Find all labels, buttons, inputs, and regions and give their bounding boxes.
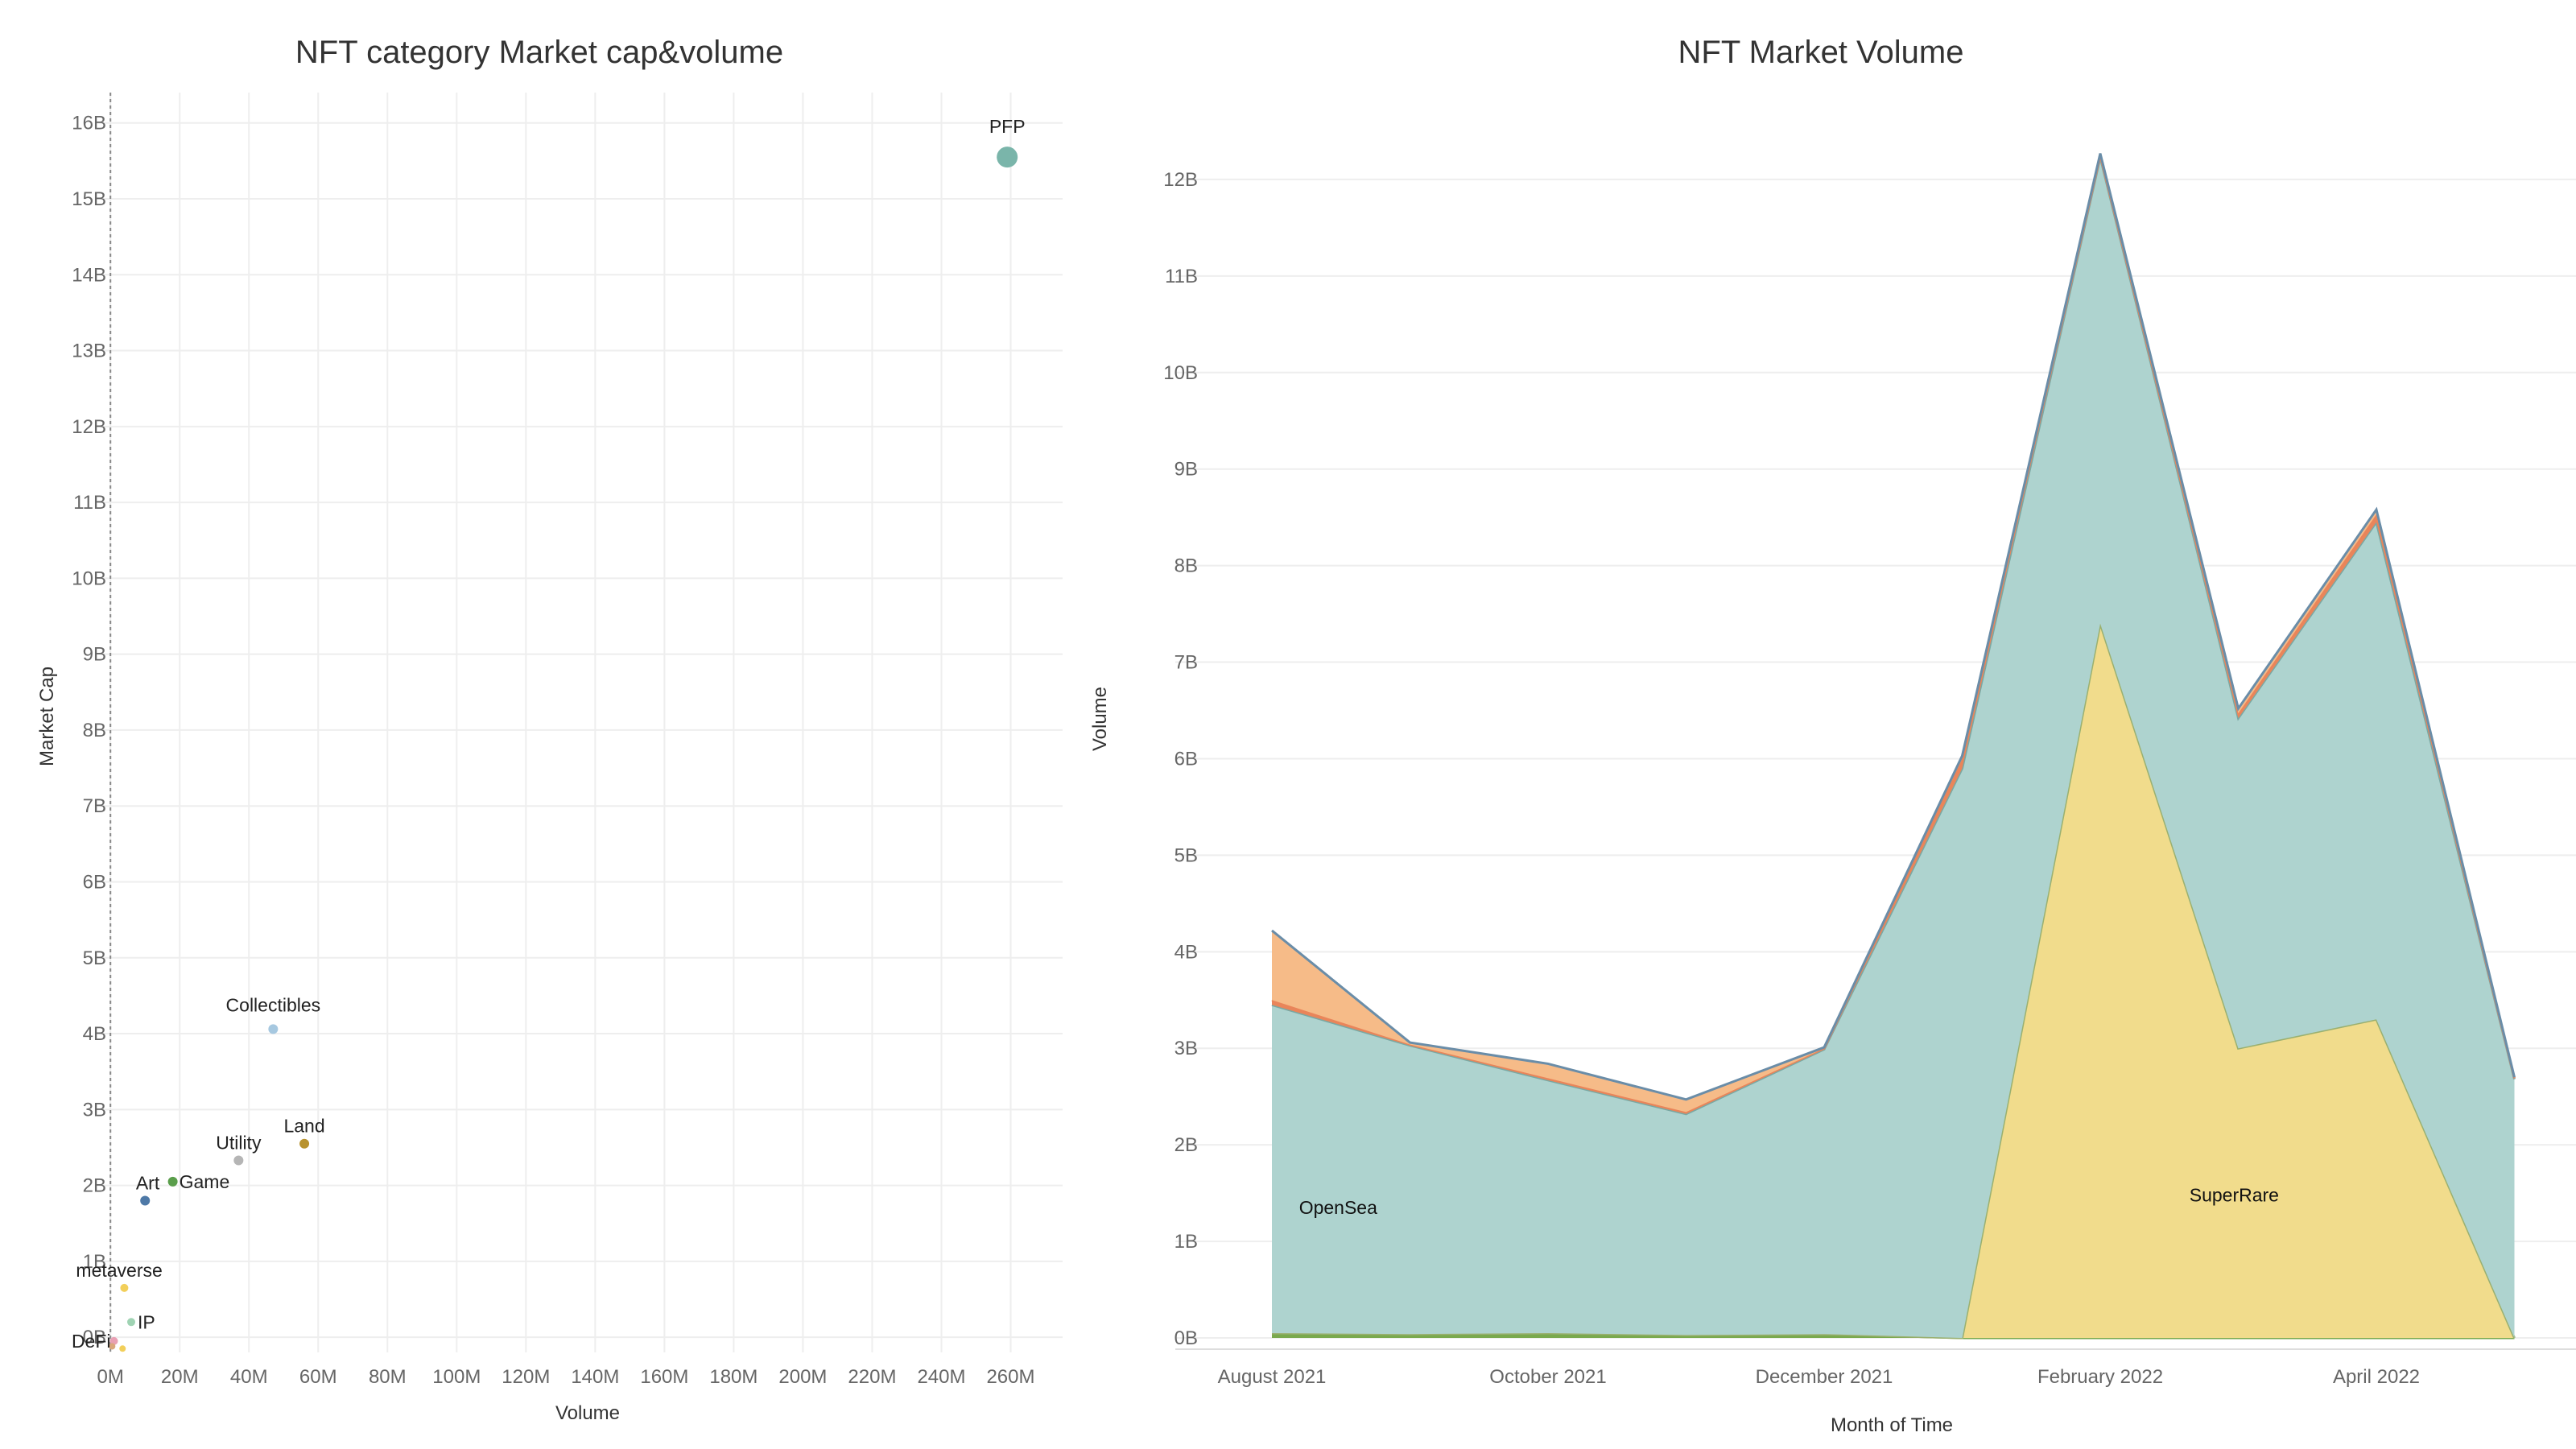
scatter-x-tick-label: 0M (97, 1366, 124, 1388)
scatter-point (233, 1155, 244, 1166)
scatter-point-label: IP (138, 1311, 155, 1332)
area-y-tick-label: 8B (1174, 555, 1198, 577)
scatter-y-tick-label: 7B (83, 795, 106, 817)
scatter-title: NFT category Market cap&volume (295, 35, 783, 70)
area-y-tick-label: 6B (1174, 748, 1198, 770)
scatter-x-tick-label: 240M (917, 1366, 965, 1388)
area-x-ticks: August 2021 October 2021 December 2021 Febr… (1218, 1366, 2420, 1388)
scatter-x-tick-label: 180M (709, 1366, 758, 1388)
scatter-point-label: PFP (989, 116, 1026, 137)
scatter-y-tick-label: 15B (72, 188, 106, 210)
scatter-point (120, 1283, 129, 1292)
area-y-tick-label: 12B (1163, 169, 1198, 191)
scatter-y-ticks: 0B 1B 2B 3B 4B 5B 6B 7B 8B 9B 10B 11B 12B 13B 14B 15B 16… (72, 113, 106, 1348)
scatter-x-tick-label: 120M (502, 1366, 550, 1388)
scatter-point (167, 1176, 178, 1187)
scatter-y-tick-label: 9B (83, 644, 106, 666)
area-y-tick-label: 4B (1174, 941, 1198, 963)
scatter-point (109, 1336, 118, 1345)
area-y-tick-label: 1B (1174, 1231, 1198, 1253)
area-y-tick-label: 9B (1174, 459, 1198, 481)
area-x-tick-label: December 2021 (1756, 1366, 1893, 1388)
area-series-label: OpenSea (1299, 1197, 1377, 1218)
scatter-point (109, 1343, 116, 1350)
scatter-point (140, 1195, 151, 1206)
scatter-point (268, 1024, 279, 1034)
scatter-y-tick-label: 4B (83, 1023, 106, 1045)
area-series-label: SuperRare (2190, 1185, 2279, 1206)
scatter-point (119, 1345, 126, 1352)
scatter-x-tick-label: 60M (299, 1366, 337, 1388)
scatter-x-tick-label: 80M (369, 1366, 407, 1388)
scatter-x-tick-label: 100M (432, 1366, 481, 1388)
area-series (1271, 153, 2516, 1340)
scatter-x-axis-title: Volume (555, 1402, 620, 1424)
area-x-tick-label: August 2021 (1218, 1366, 1327, 1388)
scatter-x-tick-label: 40M (230, 1366, 268, 1388)
scatter-point-label: Land (283, 1116, 324, 1137)
scatter-y-axis-title: Market Cap (36, 667, 58, 766)
area-labels: OpenSea SuperRare (1299, 1185, 2279, 1219)
area-y-axis-title: Volume (1089, 687, 1111, 751)
scatter-point (997, 147, 1018, 168)
scatter-y-tick-label: 12B (72, 416, 106, 438)
area-series-line (1271, 153, 2516, 1101)
scatter-point-label: Utility (216, 1132, 262, 1153)
area-x-axis-title: Month of Time (1831, 1414, 1953, 1436)
area-y-tick-label: 3B (1174, 1038, 1198, 1059)
area-y-tick-label: 10B (1163, 362, 1198, 384)
scatter-point-label: Art (136, 1172, 160, 1193)
scatter-point (127, 1318, 136, 1327)
area-series-fill (1272, 157, 2515, 1339)
area-chart: NFT Market Volume 0B 1B 2B 3B 4B 5B 6B 7B 8B 9B 10… (1089, 35, 2576, 1436)
scatter-y-tick-label: 6B (83, 871, 106, 893)
area-x-tick-label: February 2022 (2037, 1366, 2163, 1388)
area-y-ticks: 0B 1B 2B 3B 4B 5B 6B 7B 8B 9B 10B 11B 12B (1163, 169, 1198, 1349)
area-series-fill (1272, 623, 2515, 1339)
scatter-y-tick-label: 5B (83, 947, 106, 969)
scatter-point-labels: PFP Collectibles Land Utility Game Art metaver… (72, 116, 1026, 1352)
scatter-y-tick-label: 0B (83, 1327, 106, 1348)
area-y-tick-label: 2B (1174, 1134, 1198, 1156)
scatter-point-label: Game (180, 1171, 230, 1192)
scatter-x-tick-label: 140M (571, 1366, 619, 1388)
scatter-x-tick-label: 220M (848, 1366, 896, 1388)
scatter-x-tick-label: 20M (161, 1366, 199, 1388)
scatter-y-tick-label: 14B (72, 264, 106, 286)
scatter-y-tick-label: 10B (72, 568, 106, 589)
scatter-x-tick-label: 260M (986, 1366, 1034, 1388)
scatter-y-tick-label: 2B (83, 1175, 106, 1197)
scatter-y-tick-label: 13B (72, 341, 106, 362)
scatter-x-tick-label: 160M (640, 1366, 688, 1388)
area-y-tick-label: 0B (1174, 1327, 1198, 1349)
scatter-point-label: Collectibles (226, 994, 321, 1015)
scatter-y-tick-label: 8B (83, 720, 106, 741)
scatter-x-ticks: 0M 20M 40M 60M 80M 100M 120M 140M 160M 180M 200M 22… (97, 1366, 1035, 1388)
scatter-y-tick-label: 11B (73, 492, 106, 514)
area-title: NFT Market Volume (1678, 35, 1964, 70)
scatter-y-tick-label: 16B (72, 113, 106, 134)
area-y-tick-label: 11B (1165, 266, 1198, 287)
scatter-point-label: DeFi (72, 1331, 111, 1352)
scatter-x-tick-label: 200M (778, 1366, 827, 1388)
scatter-chart: NFT category Market cap&volume 0B 1B 2B 3B 4… (36, 35, 1063, 1424)
scatter-point (299, 1138, 310, 1149)
scatter-points (109, 147, 1018, 1352)
area-y-tick-label: 7B (1174, 652, 1198, 674)
area-y-tick-label: 5B (1174, 844, 1198, 866)
scatter-point-label: metaverse (76, 1260, 162, 1281)
scatter-y-tick-label: 3B (83, 1099, 106, 1121)
scatter-grid (97, 93, 1063, 1352)
area-x-tick-label: April 2022 (2333, 1366, 2420, 1388)
scatter-y-tick-label: 1B (83, 1251, 106, 1273)
area-x-tick-label: October 2021 (1489, 1366, 1606, 1388)
